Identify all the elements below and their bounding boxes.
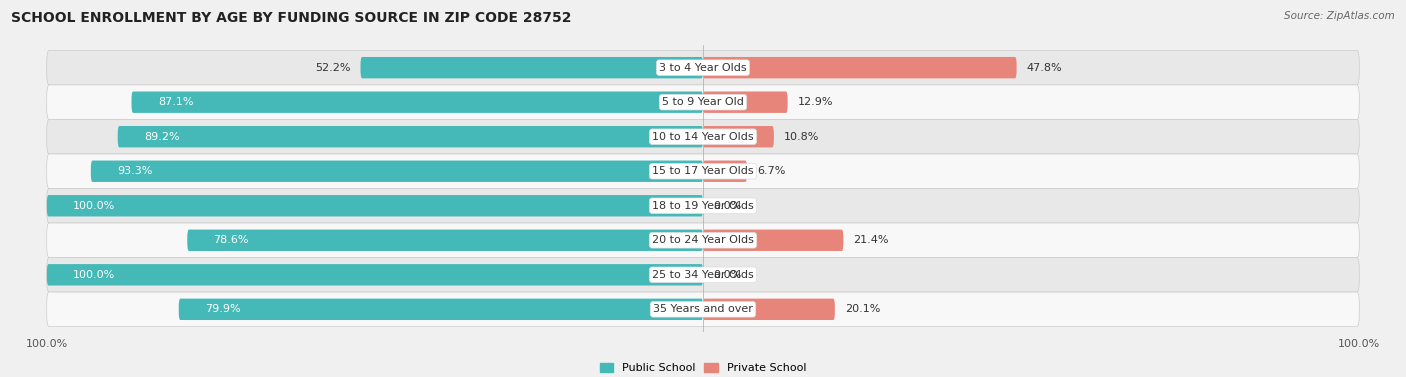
Text: 5 to 9 Year Old: 5 to 9 Year Old	[662, 97, 744, 107]
Text: 100.0%: 100.0%	[73, 270, 115, 280]
Text: 0.0%: 0.0%	[713, 270, 741, 280]
FancyBboxPatch shape	[46, 51, 1360, 85]
FancyBboxPatch shape	[46, 264, 703, 285]
Text: 6.7%: 6.7%	[756, 166, 785, 176]
Text: Source: ZipAtlas.com: Source: ZipAtlas.com	[1284, 11, 1395, 21]
Text: 0.0%: 0.0%	[713, 201, 741, 211]
FancyBboxPatch shape	[46, 257, 1360, 292]
Text: 100.0%: 100.0%	[73, 201, 115, 211]
FancyBboxPatch shape	[46, 85, 1360, 120]
Text: 12.9%: 12.9%	[797, 97, 832, 107]
Text: 35 Years and over: 35 Years and over	[652, 304, 754, 314]
FancyBboxPatch shape	[187, 230, 703, 251]
Text: 3 to 4 Year Olds: 3 to 4 Year Olds	[659, 63, 747, 73]
FancyBboxPatch shape	[703, 230, 844, 251]
Text: 52.2%: 52.2%	[315, 63, 350, 73]
FancyBboxPatch shape	[179, 299, 703, 320]
Text: 25 to 34 Year Olds: 25 to 34 Year Olds	[652, 270, 754, 280]
FancyBboxPatch shape	[703, 57, 1017, 78]
Text: 78.6%: 78.6%	[214, 235, 249, 245]
FancyBboxPatch shape	[360, 57, 703, 78]
Text: 93.3%: 93.3%	[117, 166, 152, 176]
Text: SCHOOL ENROLLMENT BY AGE BY FUNDING SOURCE IN ZIP CODE 28752: SCHOOL ENROLLMENT BY AGE BY FUNDING SOUR…	[11, 11, 572, 25]
FancyBboxPatch shape	[91, 161, 703, 182]
FancyBboxPatch shape	[46, 188, 1360, 223]
Text: 47.8%: 47.8%	[1026, 63, 1062, 73]
FancyBboxPatch shape	[132, 92, 703, 113]
Text: 89.2%: 89.2%	[143, 132, 180, 142]
FancyBboxPatch shape	[46, 154, 1360, 188]
Text: 20 to 24 Year Olds: 20 to 24 Year Olds	[652, 235, 754, 245]
Text: 79.9%: 79.9%	[205, 304, 240, 314]
FancyBboxPatch shape	[46, 120, 1360, 154]
FancyBboxPatch shape	[46, 195, 703, 216]
Text: 15 to 17 Year Olds: 15 to 17 Year Olds	[652, 166, 754, 176]
FancyBboxPatch shape	[703, 299, 835, 320]
Text: 18 to 19 Year Olds: 18 to 19 Year Olds	[652, 201, 754, 211]
FancyBboxPatch shape	[703, 161, 747, 182]
Text: 21.4%: 21.4%	[853, 235, 889, 245]
FancyBboxPatch shape	[118, 126, 703, 147]
Text: 87.1%: 87.1%	[157, 97, 193, 107]
Text: 10.8%: 10.8%	[783, 132, 820, 142]
FancyBboxPatch shape	[703, 126, 773, 147]
FancyBboxPatch shape	[46, 223, 1360, 257]
Text: 20.1%: 20.1%	[845, 304, 880, 314]
FancyBboxPatch shape	[46, 292, 1360, 326]
Text: 10 to 14 Year Olds: 10 to 14 Year Olds	[652, 132, 754, 142]
Legend: Public School, Private School: Public School, Private School	[595, 359, 811, 377]
FancyBboxPatch shape	[703, 92, 787, 113]
